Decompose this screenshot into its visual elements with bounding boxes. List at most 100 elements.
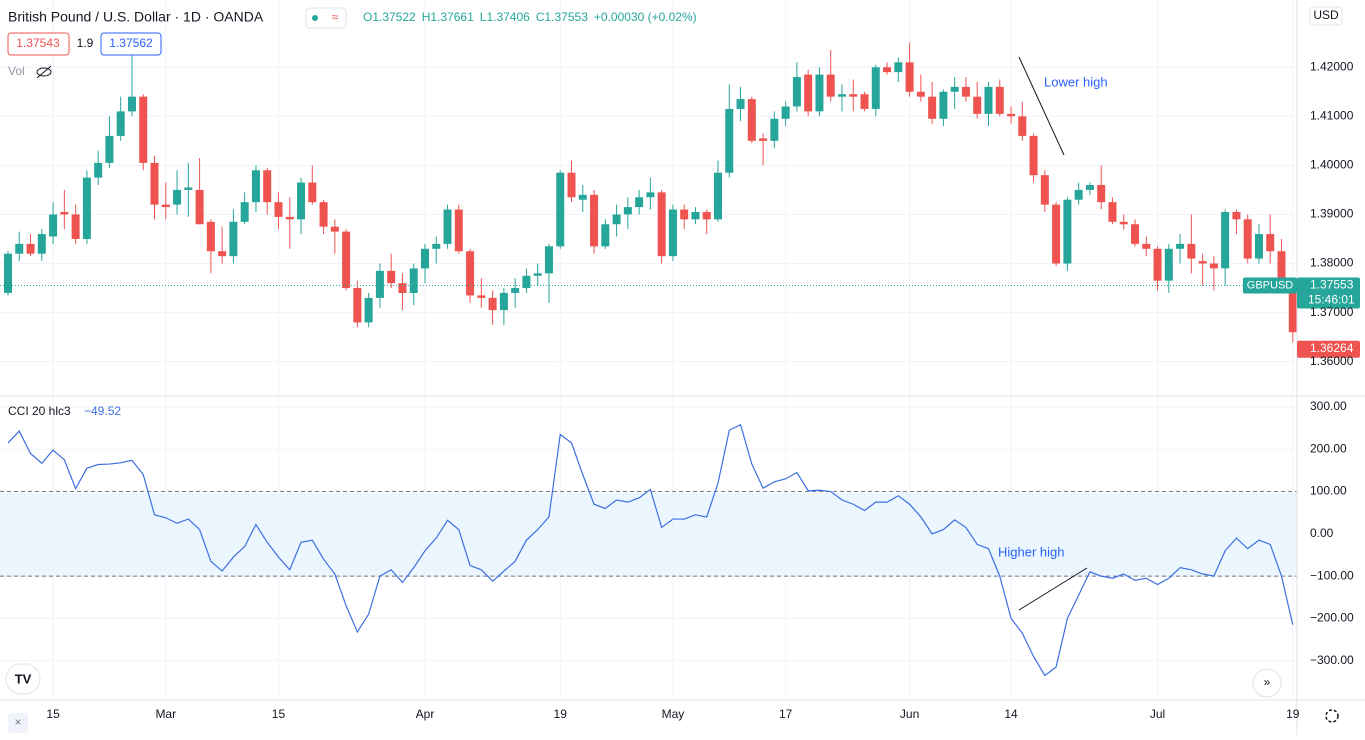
y-tick-label: 100.00 — [1310, 484, 1347, 498]
close-button[interactable] — [8, 713, 28, 733]
annotation: Lower high — [1044, 74, 1108, 89]
cci-line — [7, 423, 1294, 677]
candle-body — [229, 221, 238, 257]
candle-body — [849, 94, 858, 97]
candle-body — [511, 288, 520, 293]
cci-label: CCI 20 hlc3 — [8, 404, 71, 418]
cci-value: −49.52 — [84, 404, 121, 418]
candle-body — [939, 91, 948, 119]
candle-body — [409, 268, 418, 293]
currency: USD — [1313, 8, 1339, 22]
candle-body — [353, 288, 362, 323]
candle-body — [206, 221, 215, 252]
candle-body — [1266, 234, 1275, 252]
lower-high-line — [1018, 56, 1065, 156]
candle-body — [1119, 221, 1128, 225]
candle-body — [60, 211, 69, 215]
ohlc-value: H1.37661 — [422, 10, 474, 24]
candle-body — [218, 251, 227, 257]
status-box[interactable] — [305, 7, 347, 29]
candle-body — [1164, 248, 1173, 281]
candle-body — [646, 192, 655, 198]
y-tick-label: 1.40000 — [1310, 158, 1354, 172]
candle-body — [995, 86, 1004, 114]
candle-body — [1142, 243, 1151, 249]
candle-body — [544, 246, 553, 274]
x-tick-label: 15 — [272, 707, 286, 721]
candle-body — [1108, 202, 1117, 222]
candle-body — [871, 67, 880, 109]
candle-body — [398, 283, 407, 293]
candle-body — [1254, 234, 1263, 259]
y-tick-label: 1.38000 — [1310, 256, 1354, 270]
candle-body — [454, 209, 463, 252]
logo[interactable] — [5, 663, 41, 695]
candle-body — [308, 182, 317, 203]
candle-body — [342, 231, 351, 289]
higher-high-line — [1018, 567, 1088, 611]
candle-body — [297, 182, 306, 220]
candle-body — [928, 96, 937, 119]
candle-body — [680, 209, 689, 220]
candle-body — [105, 135, 114, 163]
candle-body — [443, 209, 452, 244]
spread: 1.9 — [77, 36, 94, 50]
candle-body — [466, 251, 475, 296]
candle-body — [432, 243, 441, 249]
x-tick-label: Apr — [416, 707, 435, 721]
x-tick-label: 17 — [779, 707, 793, 721]
wave-icon: ≈ — [332, 10, 339, 24]
y-tick-label: 300.00 — [1310, 399, 1347, 413]
candle-body — [984, 86, 993, 114]
candle-body — [702, 211, 711, 220]
candle-body — [725, 108, 734, 173]
countdown: 15:46:01 — [1308, 293, 1355, 307]
scroll-button[interactable] — [1252, 668, 1282, 698]
candle-body — [668, 209, 677, 257]
hide-icon[interactable] — [36, 65, 52, 79]
candle-body — [1052, 204, 1061, 264]
ohlc-value: C1.37553 — [536, 10, 588, 24]
y-tick-label: 1.39000 — [1310, 207, 1354, 221]
candle-body — [49, 214, 58, 237]
last-price-tag — [1297, 277, 1360, 309]
candle-body — [1007, 113, 1016, 117]
candle-body — [330, 226, 339, 232]
candle-body — [826, 74, 835, 97]
candle-body — [274, 202, 283, 217]
bid-box[interactable] — [7, 32, 70, 56]
candle-body — [477, 295, 486, 298]
candle-body — [195, 189, 204, 225]
candle-body — [1209, 263, 1218, 269]
close-icon: × — [14, 715, 21, 729]
annotation: Higher high — [998, 544, 1065, 559]
candle-body — [1243, 219, 1252, 259]
candle-body — [1074, 189, 1083, 200]
y-tick-label: −200.00 — [1310, 611, 1354, 625]
candle-body — [37, 234, 46, 254]
x-tick-label: Jul — [1150, 707, 1165, 721]
candle-body — [420, 248, 429, 269]
ohlc-value: O1.37522 — [363, 10, 416, 24]
candle-body — [499, 292, 508, 311]
candle-body — [1018, 116, 1027, 136]
candle-body — [894, 62, 903, 73]
candle-body — [905, 62, 914, 92]
settings-icon[interactable] — [1325, 709, 1339, 723]
ohlc-legend: O1.37522 H1.37661 L1.37406 C1.37553 +0.00030… — [363, 10, 697, 24]
candle-body — [1221, 211, 1230, 269]
candle-body — [860, 94, 869, 109]
candle-body — [961, 86, 970, 97]
candle-body — [657, 192, 666, 257]
symbol-name: GBPUSD — [1247, 279, 1294, 291]
candle-body — [285, 216, 294, 220]
x-tick-label: 15 — [46, 707, 60, 721]
candle-body — [747, 99, 756, 141]
currency-button[interactable] — [1309, 6, 1343, 26]
candle-body — [1040, 175, 1049, 205]
x-tick-label: 19 — [554, 707, 568, 721]
candle-body — [533, 273, 542, 276]
ask-box[interactable] — [100, 32, 162, 56]
